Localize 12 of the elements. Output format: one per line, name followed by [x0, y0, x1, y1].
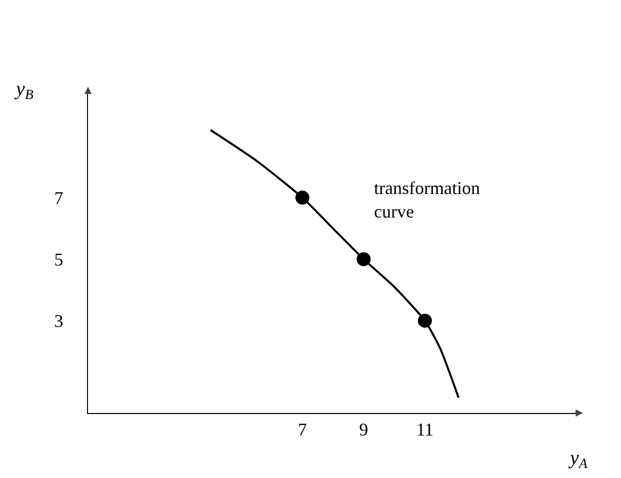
x-tick-label: 9 — [359, 420, 368, 440]
annotation: transformation curve — [374, 178, 480, 222]
x-axis-title: y$_{A}$ — [568, 447, 588, 472]
y-tick-label: 5 — [54, 249, 64, 270]
y-tick-label: 7 — [54, 188, 64, 208]
point — [356, 252, 371, 266]
x-tick-label: 7 — [298, 420, 307, 440]
point — [295, 190, 310, 205]
y-axis-title: y$_{B}$ — [14, 78, 34, 104]
x-tick-label: 11 — [416, 420, 434, 440]
point — [418, 314, 432, 328]
y-tick-label: 3 — [54, 311, 64, 332]
